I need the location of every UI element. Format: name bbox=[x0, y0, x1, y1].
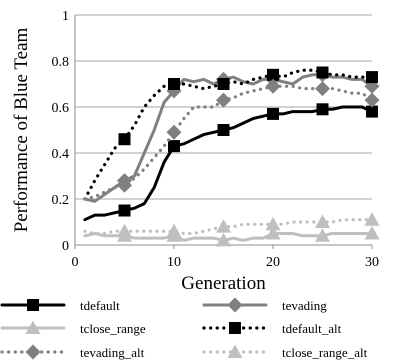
y-axis-title: Performance of Blue Team bbox=[11, 27, 32, 232]
point-tclose_range_alt-30 bbox=[364, 212, 380, 226]
series-line-tdefault bbox=[83, 105, 374, 222]
x-tick-label-3: 30 bbox=[365, 255, 379, 270]
y-tick-label-0: 0 bbox=[62, 239, 69, 254]
legend-label-tdefault_alt: tdefault_alt bbox=[282, 321, 342, 336]
point-tclose_range_alt-5 bbox=[117, 223, 132, 238]
series-tdefault_alt bbox=[83, 66, 378, 201]
legend: tdefault tevading tclose_range tdefault_alt… bbox=[0, 297, 368, 360]
legend-marker-tevading bbox=[227, 297, 243, 313]
y-tick-label-1: 0.2 bbox=[52, 193, 70, 208]
legend-marker-tdefault_alt bbox=[229, 322, 241, 334]
point-tclose_range_alt-10 bbox=[166, 223, 182, 238]
point-tclose_range-20 bbox=[265, 226, 281, 240]
point-tevading_alt-5 bbox=[117, 177, 132, 193]
point-tdefault-20 bbox=[267, 107, 279, 120]
legend-marker-tclose_range_alt bbox=[227, 344, 243, 358]
x-tick-label-0: 0 bbox=[72, 255, 79, 270]
legend-item-tdefault_alt: tdefault_alt bbox=[202, 321, 342, 336]
point-tdefault_alt-15 bbox=[217, 78, 230, 90]
point-tdefault-5 bbox=[118, 204, 131, 217]
point-tclose_range_alt-15 bbox=[216, 219, 231, 233]
series-tclose_range_alt bbox=[83, 212, 380, 238]
point-tdefault_alt-25 bbox=[316, 66, 329, 79]
x-axis-title: Generation bbox=[181, 273, 266, 294]
series-tevading_alt bbox=[83, 78, 380, 201]
legend-marker-tevading_alt bbox=[25, 344, 41, 360]
legend-item-tclose_range: tclose_range bbox=[0, 320, 146, 336]
legend-label-tevading_alt: tevading_alt bbox=[80, 345, 145, 360]
x-tick-label-2: 20 bbox=[266, 255, 280, 270]
series-tclose_range bbox=[83, 226, 380, 247]
point-tclose_range-25 bbox=[315, 228, 330, 242]
point-tevading_alt-15 bbox=[216, 92, 231, 108]
point-tdefault-15 bbox=[217, 124, 230, 136]
x-tick-label-1: 10 bbox=[167, 255, 181, 270]
legend-item-tevading_alt: tevading_alt bbox=[0, 344, 145, 360]
point-tdefault-30 bbox=[366, 105, 378, 118]
point-tclose_range-15 bbox=[216, 232, 231, 247]
series-group bbox=[83, 66, 380, 247]
point-tclose_range_alt-25 bbox=[315, 214, 330, 228]
legend-label-tevading: tevading bbox=[282, 298, 327, 313]
legend-label-tclose_range_alt: tclose_range_alt bbox=[282, 345, 368, 360]
point-tdefault_alt-10 bbox=[168, 78, 180, 90]
legend-item-tevading: tevading bbox=[202, 297, 327, 313]
point-tdefault_alt-5 bbox=[118, 133, 131, 146]
series-tdefault bbox=[83, 103, 378, 222]
legend-label-tclose_range: tclose_range bbox=[80, 321, 146, 336]
point-tdefault-25 bbox=[316, 103, 329, 116]
point-tdefault-10 bbox=[168, 140, 180, 153]
point-tevading_alt-20 bbox=[265, 78, 281, 94]
y-tick-label-5: 1 bbox=[62, 9, 69, 24]
legend-marker-tclose_range bbox=[25, 320, 41, 334]
legend-item-tclose_range_alt: tclose_range_alt bbox=[202, 344, 368, 360]
y-tick-label-2: 0.4 bbox=[52, 147, 70, 162]
y-tick-label-4: 0.8 bbox=[52, 55, 70, 70]
point-tevading_alt-30 bbox=[364, 92, 380, 108]
legend-label-tdefault: tdefault bbox=[80, 298, 120, 313]
point-tclose_range-30 bbox=[364, 226, 380, 240]
point-tclose_range_alt-20 bbox=[265, 216, 281, 231]
point-tdefault_alt-20 bbox=[267, 68, 279, 81]
y-tick-labels: 0 0.2 0.4 0.6 0.8 1 bbox=[52, 9, 70, 254]
point-tdefault_alt-30 bbox=[366, 71, 378, 84]
legend-item-tdefault: tdefault bbox=[0, 298, 120, 313]
series-line-tclose_range_alt bbox=[83, 218, 374, 236]
y-tick-label-3: 0.6 bbox=[52, 101, 70, 116]
x-tick-labels: 0 10 20 30 bbox=[72, 255, 380, 270]
legend-marker-tdefault bbox=[27, 299, 39, 311]
point-tevading_alt-25 bbox=[315, 81, 330, 97]
point-tevading_alt-10 bbox=[166, 124, 182, 140]
